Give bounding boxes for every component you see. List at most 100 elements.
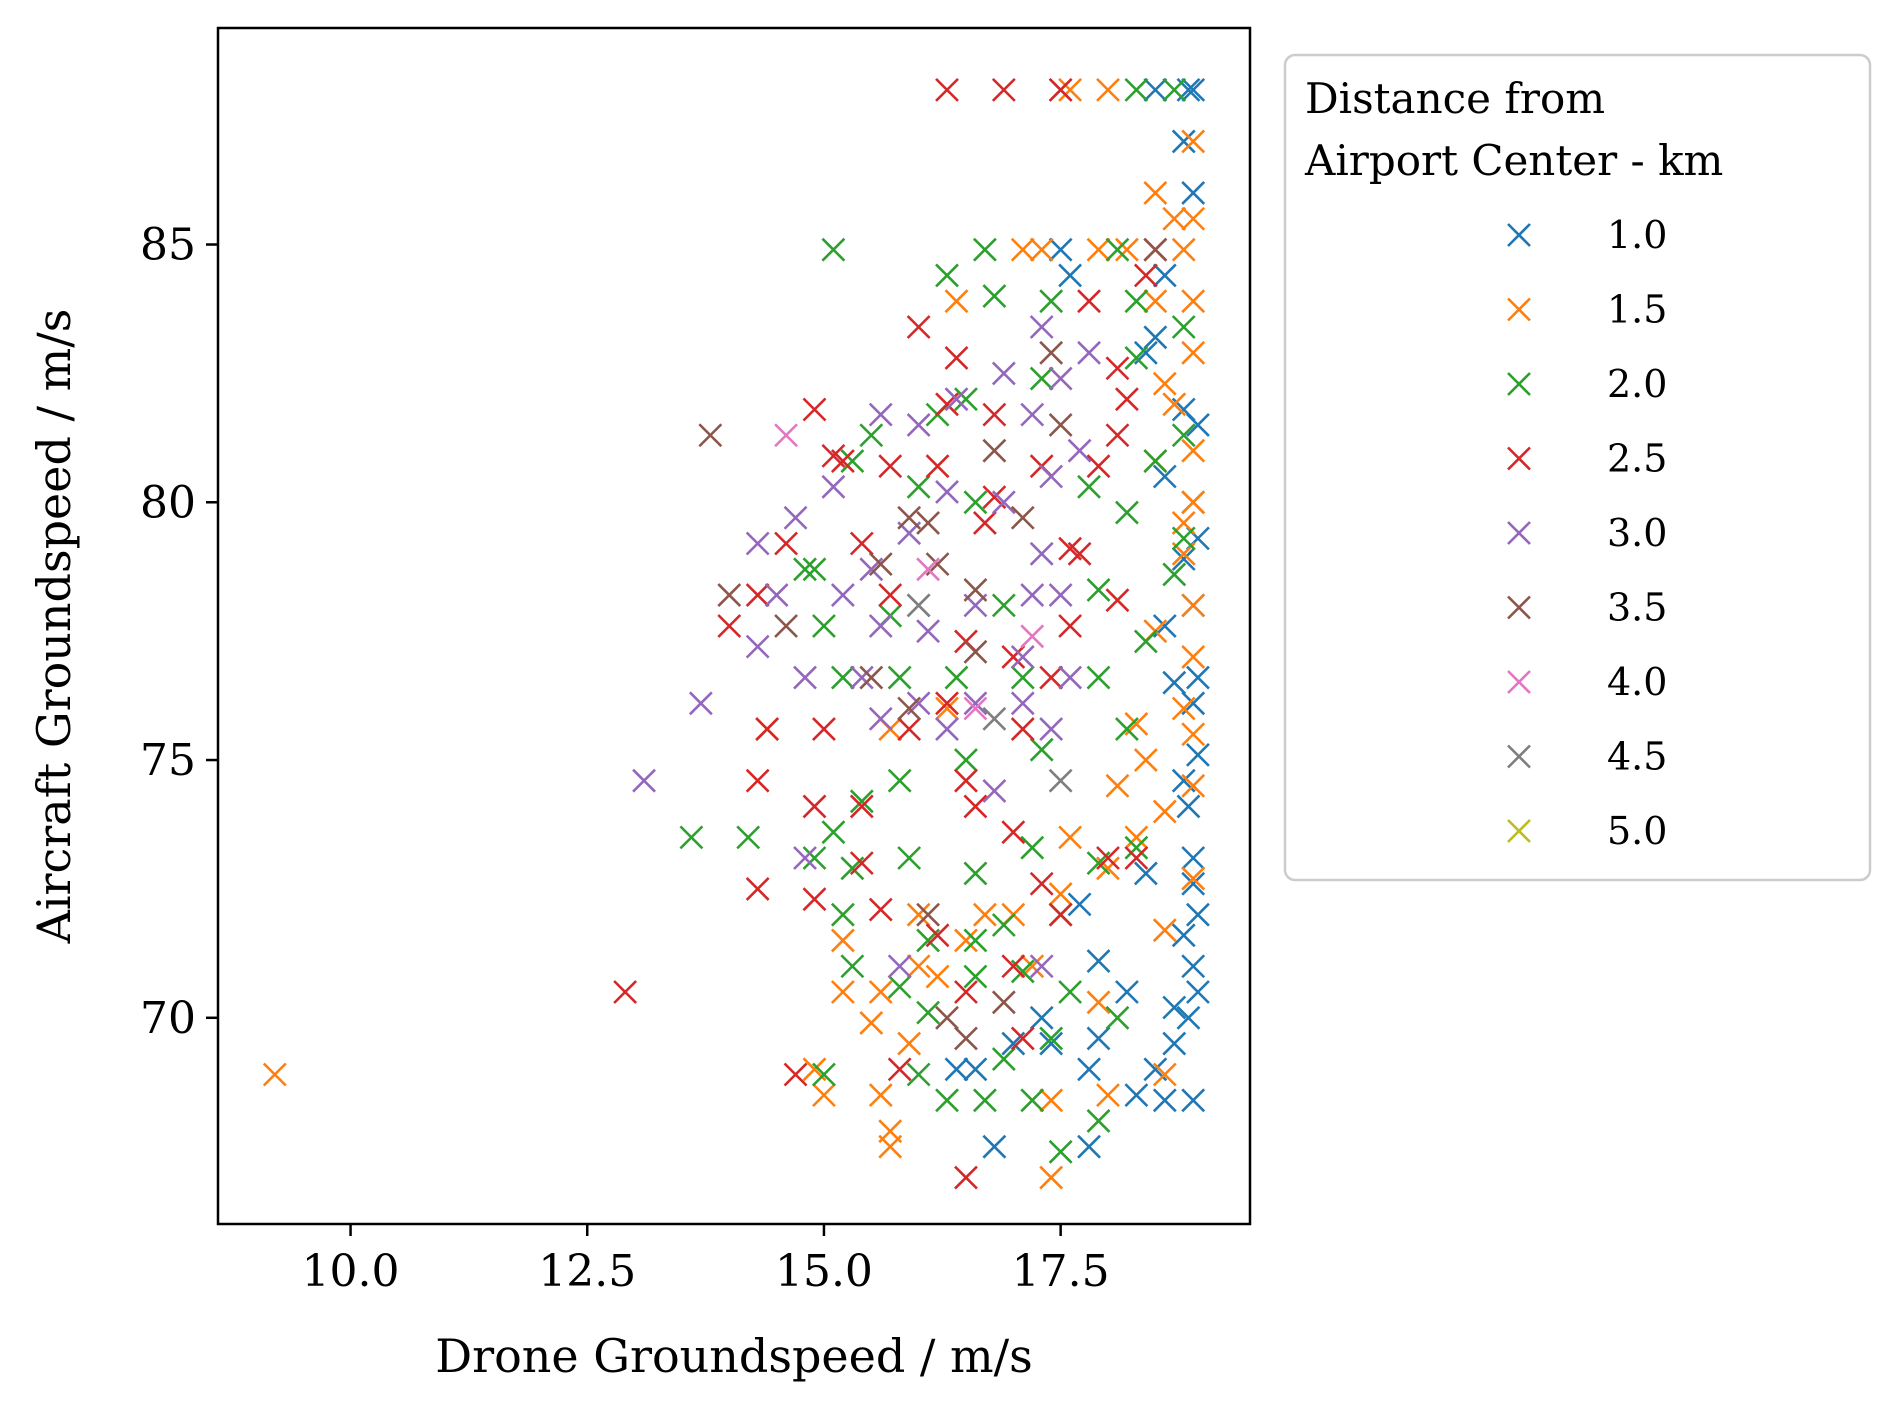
data-point (935, 480, 959, 504)
y-tick-label: 80 (140, 477, 196, 528)
data-point (821, 237, 846, 262)
data-point (1010, 1026, 1035, 1051)
data-point (1186, 665, 1210, 690)
data-point (935, 691, 959, 716)
data-point (830, 902, 855, 927)
data-point (1162, 995, 1187, 1020)
data-point (849, 789, 874, 814)
data-point (963, 861, 988, 886)
data-point (963, 577, 988, 602)
data-point (954, 1026, 978, 1051)
legend-entry-1.0: 1.0 (1507, 213, 1667, 257)
data-point (1114, 980, 1139, 1004)
data-point (1152, 1062, 1177, 1087)
data-point (793, 846, 817, 870)
data-point (944, 1057, 969, 1082)
points-layer (262, 77, 1210, 1190)
data-point (849, 851, 874, 876)
data-point (1171, 315, 1196, 339)
data-point (963, 639, 988, 664)
data-point (1048, 882, 1073, 906)
data-point (1067, 892, 1092, 917)
data-point (821, 474, 846, 499)
data-point (849, 794, 874, 819)
data-point (1010, 505, 1035, 530)
data-point (755, 717, 780, 742)
x-tick-label: 15.0 (775, 1246, 873, 1297)
data-point (1152, 263, 1177, 288)
data-point (868, 402, 893, 427)
data-point (1020, 624, 1045, 649)
data-point (982, 284, 1007, 308)
data-point (793, 665, 817, 690)
data-point (1029, 315, 1054, 339)
data-point (1058, 77, 1083, 102)
data-point (982, 779, 1007, 803)
data-point (1152, 799, 1177, 824)
data-point (944, 387, 969, 412)
data-point (1124, 1083, 1149, 1108)
data-point (1152, 464, 1177, 489)
data-point (1143, 181, 1168, 205)
data-point (1133, 748, 1158, 772)
data-point (916, 510, 941, 535)
data-point (1039, 289, 1064, 314)
data-point (262, 1062, 287, 1087)
data-point (1162, 392, 1187, 417)
legend-entry-2.5: 2.5 (1507, 437, 1667, 481)
data-point (1058, 665, 1083, 690)
y-tick-label: 85 (140, 220, 196, 271)
data-point (1048, 902, 1073, 927)
data-point (963, 691, 988, 716)
legend-entries: 1.0 1.5 2.0 2.5 3.0 3.5 4.0 4.5 5.0 (1507, 213, 1667, 853)
legend-entry-3.0: 3.0 (1507, 511, 1667, 555)
data-point (925, 454, 950, 479)
data-point (1029, 954, 1054, 979)
data-point (1176, 794, 1201, 819)
data-point (1048, 768, 1073, 793)
data-point (1086, 454, 1111, 479)
data-point (1058, 263, 1083, 288)
data-point (916, 902, 941, 927)
data-point (1181, 206, 1206, 231)
data-point (1096, 77, 1120, 102)
data-point (1186, 902, 1210, 927)
data-point (1086, 1026, 1111, 1051)
data-point (1152, 918, 1177, 943)
series-3.0 (632, 315, 1101, 979)
data-point (897, 505, 922, 530)
data-point (972, 902, 997, 927)
data-point (954, 387, 978, 412)
data-point (1162, 77, 1187, 102)
data-point (1086, 577, 1111, 602)
data-point (1133, 629, 1158, 654)
data-point (1048, 583, 1073, 607)
data-point (868, 1083, 893, 1108)
data-point (1029, 871, 1054, 896)
data-point (1020, 835, 1045, 860)
data-point (906, 1062, 931, 1087)
legend-marker (1507, 297, 1531, 322)
data-point (1039, 1088, 1064, 1113)
legend-label: 3.0 (1607, 511, 1667, 555)
data-point (830, 665, 855, 690)
legend-frame (1283, 53, 1872, 882)
data-point (1181, 77, 1206, 102)
data-point (925, 923, 950, 948)
legend-marker (1507, 744, 1531, 769)
data-point (1086, 949, 1111, 974)
data-point (745, 876, 770, 901)
data-point (963, 696, 988, 721)
data-point (1143, 449, 1168, 473)
data-point (1181, 866, 1206, 891)
data-point (1105, 1005, 1130, 1030)
data-point (963, 928, 988, 953)
data-point (1181, 871, 1206, 896)
data-point (1096, 846, 1120, 870)
data-point (1162, 562, 1187, 587)
data-point (1039, 464, 1064, 489)
data-point (1133, 861, 1158, 886)
data-point (1077, 340, 1101, 365)
data-point (991, 913, 1016, 937)
